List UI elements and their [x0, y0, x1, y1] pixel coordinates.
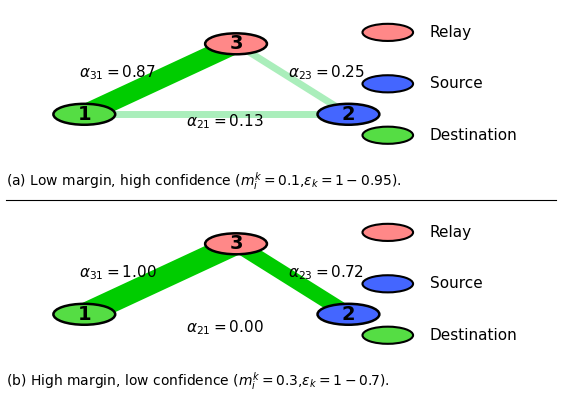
Text: (b) High margin, low confidence ($m_i^k = 0.3$,$\epsilon_k = 1 - 0.7$).: (b) High margin, low confidence ($m_i^k … — [6, 370, 389, 392]
Text: 1: 1 — [78, 305, 91, 324]
Text: $\alpha_{31} = 1.00$: $\alpha_{31} = 1.00$ — [79, 263, 157, 282]
Ellipse shape — [318, 304, 379, 325]
Text: 2: 2 — [342, 105, 355, 124]
Ellipse shape — [362, 224, 413, 241]
Text: $\alpha_{21} = 0.13$: $\alpha_{21} = 0.13$ — [186, 112, 264, 131]
Text: 1: 1 — [78, 105, 91, 124]
Ellipse shape — [362, 24, 413, 41]
Ellipse shape — [362, 75, 413, 92]
Ellipse shape — [53, 104, 115, 125]
Text: $\alpha_{23} = 0.25$: $\alpha_{23} = 0.25$ — [288, 63, 364, 82]
Text: 3: 3 — [229, 234, 243, 253]
Text: (a) Low margin, high confidence ($m_i^k = 0.1$,$\epsilon_k = 1 - 0.95$).: (a) Low margin, high confidence ($m_i^k … — [6, 170, 401, 192]
Ellipse shape — [362, 327, 413, 344]
Text: Relay: Relay — [430, 25, 472, 40]
Ellipse shape — [362, 275, 413, 292]
Text: $\alpha_{23} = 0.72$: $\alpha_{23} = 0.72$ — [288, 263, 364, 282]
Ellipse shape — [205, 233, 267, 254]
Text: $\alpha_{21} = 0.00$: $\alpha_{21} = 0.00$ — [186, 318, 264, 337]
Ellipse shape — [362, 127, 413, 144]
Text: Source: Source — [430, 276, 483, 291]
Ellipse shape — [53, 304, 115, 325]
Text: 2: 2 — [342, 305, 355, 324]
Text: Destination: Destination — [430, 128, 518, 143]
Text: Destination: Destination — [430, 328, 518, 343]
Ellipse shape — [318, 104, 379, 125]
Ellipse shape — [205, 33, 267, 54]
Text: 3: 3 — [229, 34, 243, 53]
Text: Relay: Relay — [430, 225, 472, 240]
Text: Source: Source — [430, 76, 483, 91]
Text: $\alpha_{31} = 0.87$: $\alpha_{31} = 0.87$ — [79, 63, 157, 82]
